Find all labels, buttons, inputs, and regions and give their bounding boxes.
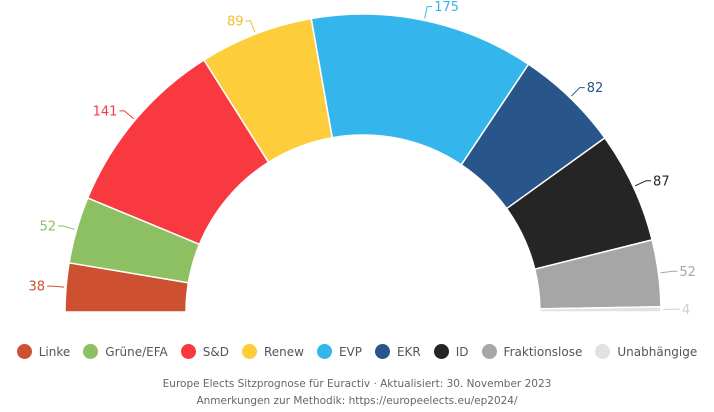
slices-group — [64, 13, 662, 313]
labels-group: 38 52 141 89 175 82 87 52 4 — [29, 0, 696, 318]
legend-label: ID — [455, 344, 469, 359]
legend-item-unabh-ngige: Unabhängige — [595, 344, 697, 359]
data-label-renew: 89 — [227, 14, 244, 29]
legend: Linke Grüne/EFA S&D Renew EVP EKR ID Fraktionsl… — [0, 344, 714, 359]
legend-label: Renew — [263, 344, 304, 359]
leader-line-fraktionslose — [660, 270, 678, 274]
footer-source: Europe Elects Sitzprognose für Euractiv … — [162, 378, 552, 390]
data-label-ekr: 82 — [587, 81, 604, 96]
legend-swatch — [374, 344, 390, 359]
leader-line-linke — [47, 285, 65, 288]
leader-line-ekr — [571, 87, 585, 97]
parliament-chart: 38 52 141 89 175 82 87 52 4 — [29, 0, 696, 318]
legend-label: S&D — [202, 344, 229, 359]
legend-swatch — [481, 344, 497, 359]
leader-line-gruene-efa — [58, 225, 75, 230]
leader-line-id — [634, 180, 652, 187]
data-label-unabh-ngige: 4 — [682, 303, 690, 318]
legend-label: Unabhängige — [617, 344, 698, 359]
data-label-gruene-efa: 52 — [40, 220, 57, 235]
legend-label: EKR — [396, 344, 421, 359]
legend-item-fraktionslose: Fraktionslose — [481, 344, 583, 359]
data-label-id: 87 — [653, 174, 670, 189]
legend-item-gruene-efa: Grüne/EFA — [83, 344, 168, 359]
legend-swatch — [595, 344, 611, 359]
legend-swatch — [180, 344, 196, 359]
slice-unabh-ngige — [539, 306, 662, 313]
legend-swatch — [83, 344, 99, 359]
leader-line-evp — [424, 6, 433, 19]
legend-item-evp: EVP — [316, 344, 362, 359]
data-label-linke: 38 — [29, 280, 46, 295]
legend-label: Fraktionslose — [503, 344, 583, 359]
legend-swatch — [316, 344, 332, 359]
legend-label: Linke — [38, 344, 71, 359]
legend-item-sandd: S&D — [180, 344, 229, 359]
legend-label: Grüne/EFA — [105, 344, 168, 359]
legend-label: EVP — [338, 344, 362, 359]
legend-item-ekr: EKR — [374, 344, 421, 359]
leader-line-renew — [245, 20, 256, 33]
legend-swatch — [16, 344, 32, 359]
data-label-sandd: 141 — [93, 104, 118, 119]
footer-methodology: Anmerkungen zur Methodik: https://europe… — [196, 395, 518, 407]
data-label-evp: 175 — [434, 0, 459, 15]
legend-item-id: ID — [433, 344, 469, 359]
leader-line-sandd — [119, 110, 134, 120]
legend-item-linke: Linke — [16, 344, 71, 359]
data-label-fraktionslose: 52 — [679, 265, 696, 280]
legend-swatch — [241, 344, 257, 359]
legend-item-renew: Renew — [241, 344, 304, 359]
legend-swatch — [433, 344, 449, 359]
